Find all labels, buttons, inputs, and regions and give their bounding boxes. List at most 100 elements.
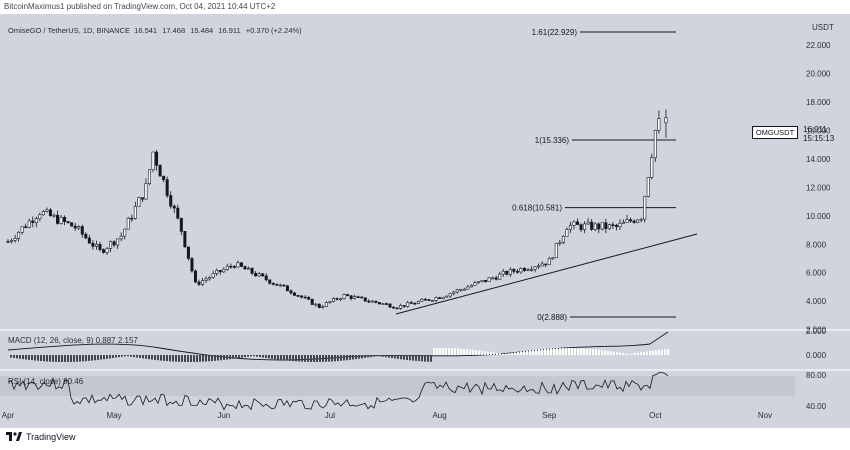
candle-body [544,263,548,266]
candle-body [232,266,236,268]
candle-body [420,298,424,302]
candle-body [367,300,371,303]
macd-histogram-bar [157,355,159,361]
macd-histogram-bar [217,355,219,361]
macd-histogram-bar [286,355,288,361]
candle-body [119,235,123,240]
candle-body [239,262,243,267]
candle-body [455,289,459,293]
candle-body [512,269,516,272]
price-tick-label: 16.000 [806,127,831,136]
candle-body [197,281,201,285]
macd-histogram-bar [520,351,522,355]
candle-body [356,296,360,299]
candle-body [87,237,91,244]
macd-histogram-bar [538,349,540,355]
candle-body [565,229,569,237]
candle-body [328,301,332,303]
macd-histogram-bar [148,355,150,360]
support-trendline [395,233,698,315]
candle-body [392,306,396,309]
candle-body [190,258,194,272]
macd-histogram-bar [127,355,129,357]
macd-histogram-bar [49,355,51,362]
footer-brand[interactable]: TradingView [6,432,76,442]
candle-body [73,225,77,229]
candle-body [105,248,109,253]
candle-body [193,270,197,283]
candle-body [349,295,353,299]
candle-body [94,244,98,247]
candle-body [77,226,81,229]
macd-histogram-bar [493,352,495,355]
macd-histogram-bar [202,355,204,362]
candle-body [314,303,318,306]
candle-body [558,241,562,244]
macd-histogram-bar [469,349,471,355]
macd-histogram-bar [460,348,462,355]
candle-body [632,220,636,223]
macd-histogram-bar [205,355,207,362]
macd-histogram-bar [325,355,327,362]
time-axis-label: Jun [217,411,230,420]
rsi-tick: 80.00 [806,371,827,380]
macd-histogram-bar [151,355,153,360]
macd-histogram-bar [97,355,99,360]
chart-area[interactable]: 1.61(22.929) 1(15.336) 0.618(10.581) 0(2.88… [0,14,850,428]
macd-histogram-bar [79,355,81,362]
candlestick-chart[interactable]: 1.61(22.929) 1(15.336) 0.618(10.581) 0(2.88… [0,14,850,428]
macd-histogram-bar [232,355,234,359]
macd-histogram-bar [280,355,282,360]
macd-histogram-bar [445,348,447,355]
candle-body [614,224,618,227]
candle-body [353,296,357,299]
macd-histogram-bar [364,355,366,358]
macd-histogram-bar [58,355,60,362]
macd-histogram-bar [184,355,186,362]
macd-histogram-bar [310,355,312,362]
candle-body [204,278,208,281]
macd-histogram-bar [664,349,666,355]
candle-body [339,298,343,301]
macd-histogram-bar [361,355,363,359]
macd-histogram-bar [400,355,402,360]
macd-histogram-bar [28,355,30,360]
macd-histogram-bar [169,355,171,362]
rsi-line [7,372,669,411]
candle-body [229,265,233,268]
macd-histogram-bar [94,355,96,361]
macd-histogram-bar [274,355,276,360]
price-tick-label: 8.000 [806,240,827,249]
candle-body [275,283,279,286]
candle-body [445,295,449,298]
macd-histogram-bar [352,355,354,360]
candle-body [399,305,403,309]
macd-histogram-bar [271,355,273,359]
candle-body [126,217,130,230]
candle-body [576,221,580,225]
macd-histogram-bar [25,355,27,360]
candle-body [38,214,42,220]
candle-body [427,299,431,301]
candle-body [484,279,488,282]
candle-body [551,257,555,260]
candle-body [487,277,491,282]
candle-body [303,296,307,299]
macd-tick: 0.000 [806,351,827,360]
candle-body [508,269,512,275]
fib-label: 0(2.888) [537,313,567,322]
macd-histogram-bar [319,355,321,362]
macd-histogram-bar [412,355,414,361]
macd-histogram-bar [73,355,75,362]
macd-histogram-bar [301,355,303,362]
macd-histogram-bar [373,355,375,357]
macd-histogram-bar [397,355,399,359]
macd-label: MACD (12, 26, close, 9) 0.887 2.157 [8,336,138,345]
macd-histogram-bar [166,355,168,362]
candle-body [491,277,495,280]
candle-body [469,285,473,288]
candle-body [540,263,544,267]
macd-histogram-bar [199,355,201,362]
macd-histogram-bar [358,355,360,359]
candle-body [346,294,350,297]
